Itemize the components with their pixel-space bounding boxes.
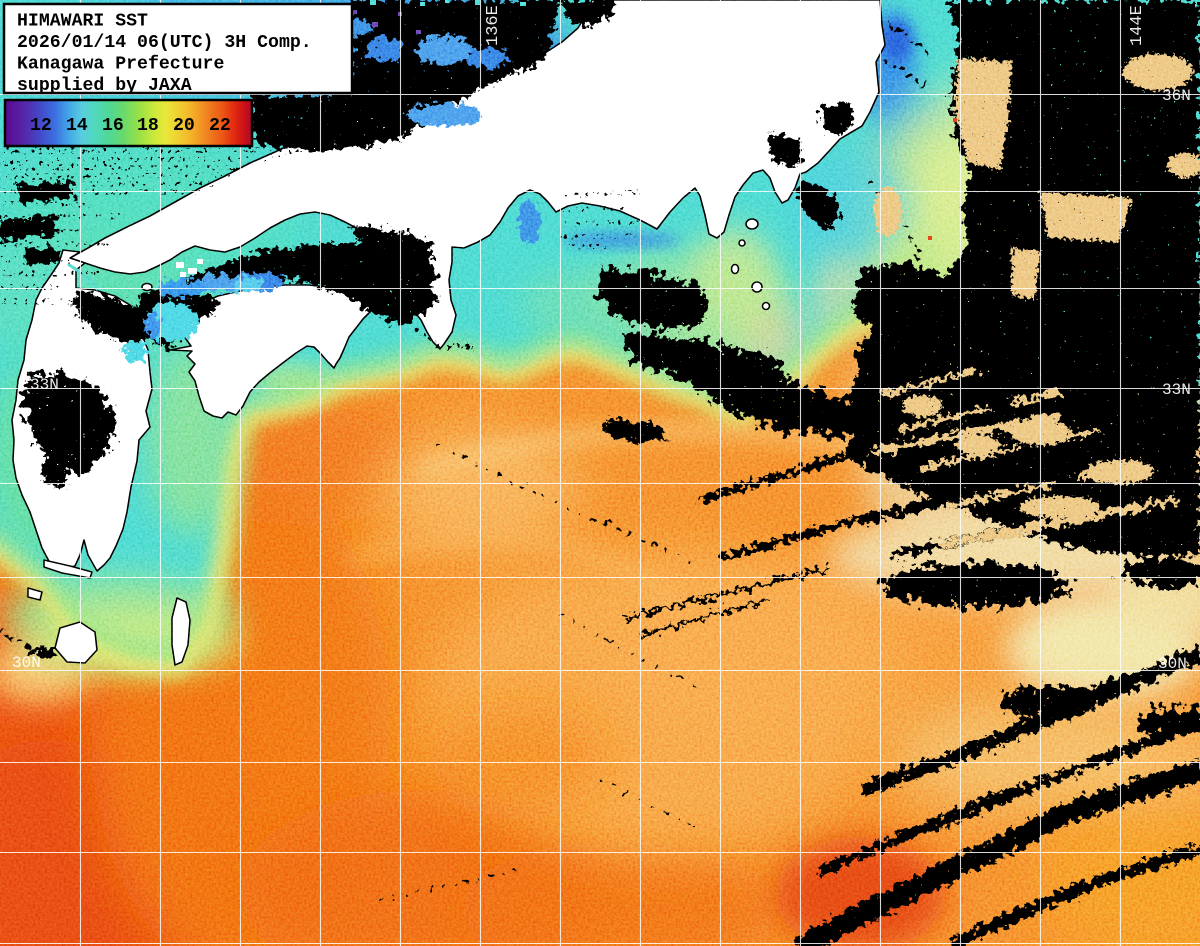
svg-text:18: 18 [137,116,159,136]
svg-text:30N: 30N [1158,655,1187,673]
svg-text:12: 12 [30,116,52,136]
svg-text:144E: 144E [1128,5,1147,46]
svg-text:33N: 33N [30,376,59,394]
svg-text:HIMAWARI SST: HIMAWARI SST [17,12,148,32]
svg-text:16: 16 [102,116,124,136]
svg-text:supplied by JAXA: supplied by JAXA [17,76,192,96]
svg-text:14: 14 [66,116,88,136]
svg-text:30N: 30N [12,654,41,672]
svg-text:Kanagawa Prefecture: Kanagawa Prefecture [17,55,224,75]
svg-text:33N: 33N [1162,381,1191,399]
svg-text:136E: 136E [484,5,503,46]
svg-text:36N: 36N [1162,87,1191,105]
svg-text:22: 22 [209,116,231,136]
svg-text:20: 20 [173,116,195,136]
svg-text:2026/01/14 06(UTC) 3H Comp.: 2026/01/14 06(UTC) 3H Comp. [17,33,312,53]
